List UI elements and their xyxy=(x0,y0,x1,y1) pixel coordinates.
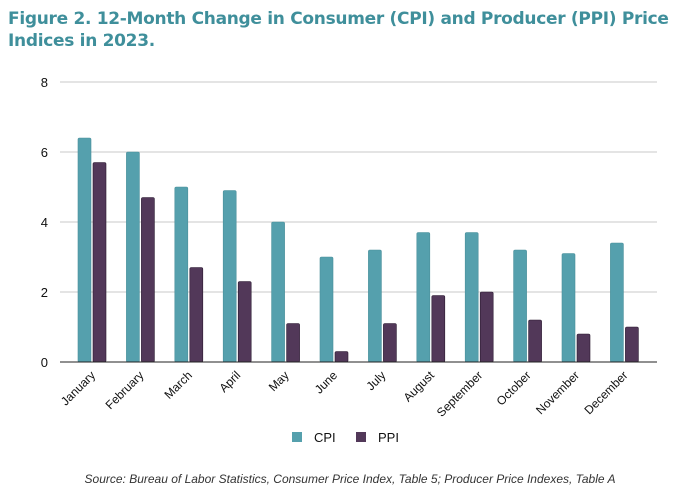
bar-cpi-august xyxy=(416,232,431,363)
bar-cpi-january xyxy=(77,137,92,363)
y-tick-label: 2 xyxy=(41,285,48,300)
bar-cpi-march xyxy=(174,186,189,363)
bar-ppi-october xyxy=(528,319,542,363)
bar-cpi-february xyxy=(126,151,140,363)
bar-ppi-september xyxy=(479,291,494,363)
x-tick-label: October xyxy=(494,368,534,408)
bar-ppi-april xyxy=(237,281,252,363)
bar-chart: 0 2 4 6 8 January February March April May June Jul… xyxy=(41,75,657,445)
bar-cpi-may xyxy=(271,221,285,363)
y-tick-label: 4 xyxy=(41,215,48,230)
legend-label-ppi: PPI xyxy=(378,430,399,445)
bar-ppi-december xyxy=(625,326,639,363)
x-tick-label: June xyxy=(312,368,341,397)
chart-title: Figure 2. 12-Month Change in Consumer (C… xyxy=(8,9,669,51)
x-tick-label: November xyxy=(533,368,582,417)
source-note: Source: Bureau of Labor Statistics, Cons… xyxy=(84,472,616,486)
x-tick-label: July xyxy=(364,368,389,393)
bar-cpi-june xyxy=(319,256,334,363)
y-tick-label: 8 xyxy=(41,75,48,90)
bar-cpi-december xyxy=(610,242,624,363)
bar-ppi-may xyxy=(286,323,300,363)
bar-cpi-november xyxy=(561,253,576,363)
x-tick-label: March xyxy=(161,368,194,401)
x-tick-label: December xyxy=(581,368,630,417)
bar-ppi-june xyxy=(334,351,349,363)
x-tick-label: April xyxy=(216,368,243,395)
bar-ppi-august xyxy=(431,295,446,363)
bar-ppi-january xyxy=(92,162,107,363)
legend-swatch-cpi xyxy=(292,432,302,442)
x-tick-label: August xyxy=(401,368,438,405)
bar-cpi-october xyxy=(513,249,527,363)
legend-label-cpi: CPI xyxy=(314,430,336,445)
bar-ppi-february xyxy=(141,197,155,363)
bar-ppi-july xyxy=(383,323,397,363)
x-tick-label: February xyxy=(103,368,147,412)
bar-ppi-november xyxy=(576,333,591,363)
bar-cpi-april xyxy=(222,190,237,363)
x-tick-label: January xyxy=(58,368,98,408)
bar-cpi-september xyxy=(464,232,479,363)
x-tick-label: May xyxy=(266,368,292,394)
bar-cpi-july xyxy=(368,249,382,363)
x-tick-label: September xyxy=(434,368,485,419)
y-tick-label: 0 xyxy=(41,355,48,370)
y-tick-label: 6 xyxy=(41,145,48,160)
legend-swatch-ppi xyxy=(356,432,366,442)
bar-ppi-march xyxy=(189,267,204,363)
